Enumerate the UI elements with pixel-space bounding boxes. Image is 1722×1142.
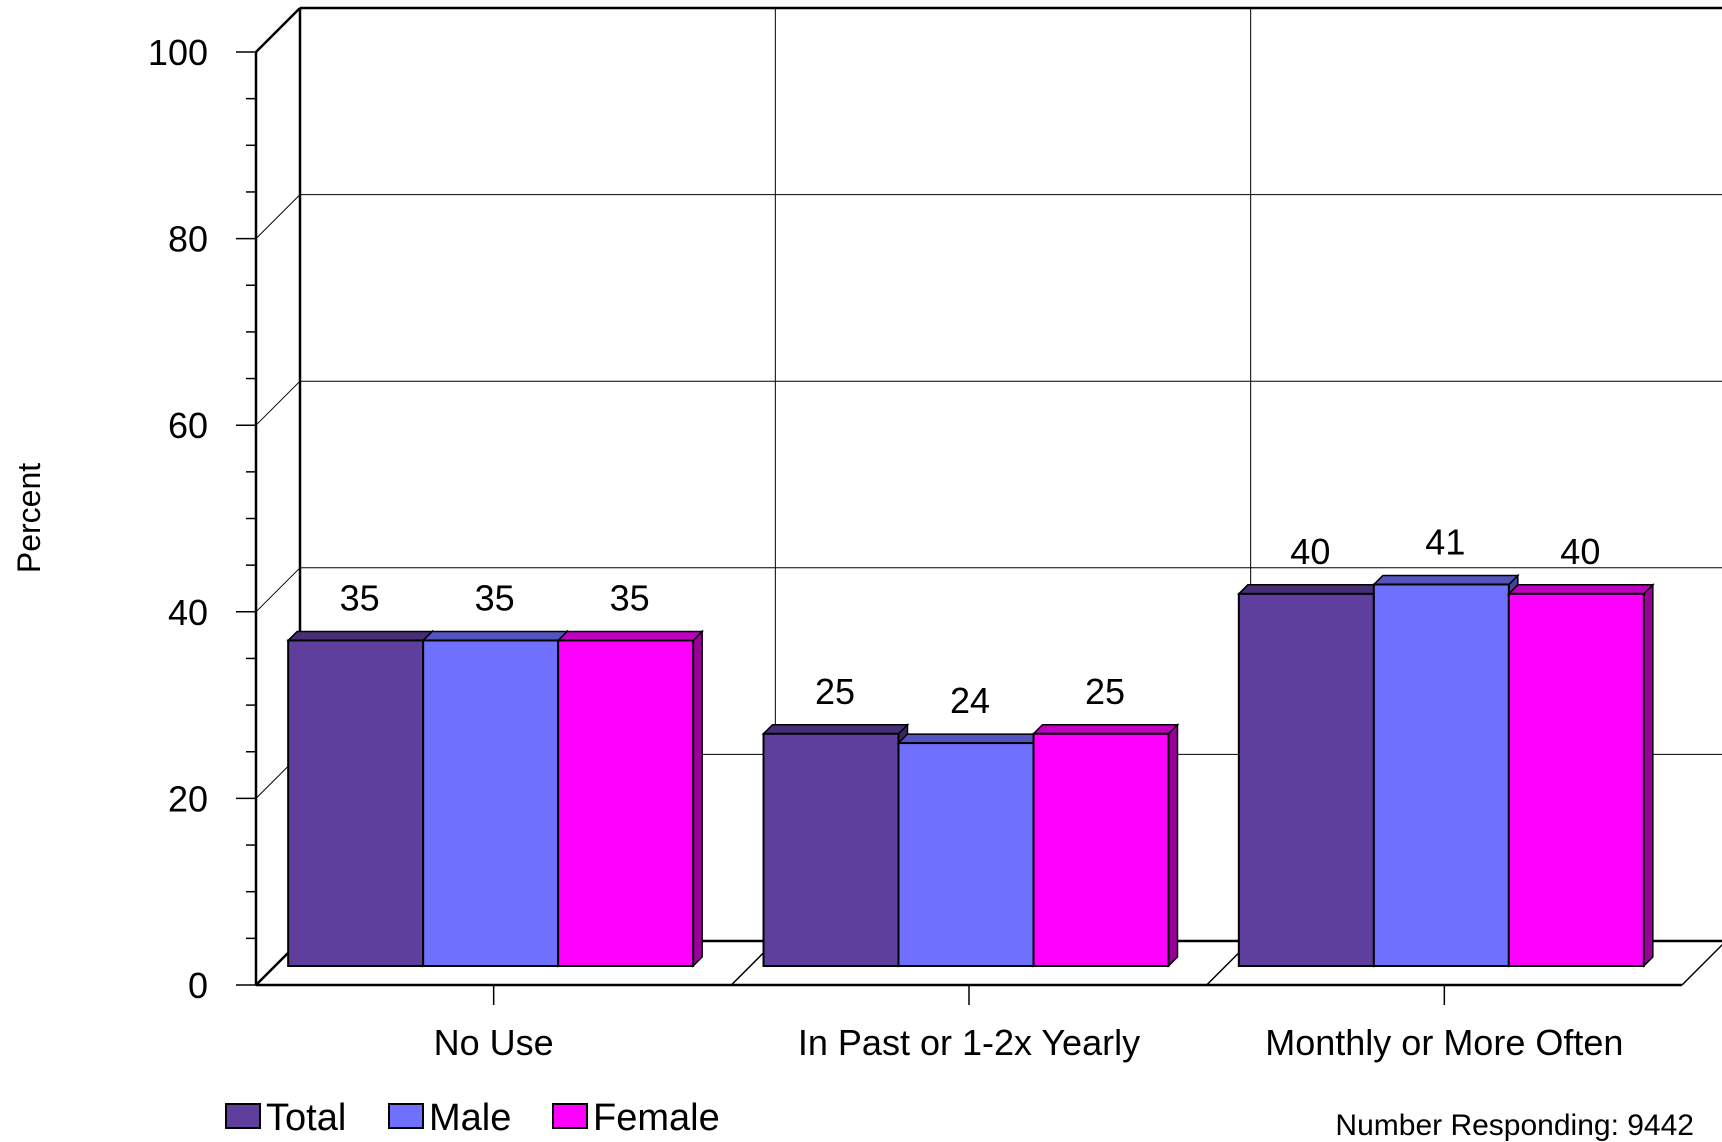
x-category-label: In Past or 1-2x Yearly [798, 1022, 1140, 1063]
bars [286, 573, 1655, 968]
legend: Total Male Female [225, 1097, 720, 1139]
gridline-diagonal [255, 567, 301, 613]
bar [287, 639, 425, 967]
bar-top [761, 724, 910, 735]
bar [1507, 592, 1645, 967]
data-label: 35 [610, 577, 650, 618]
bar-side [692, 629, 703, 968]
data-label: 25 [815, 671, 855, 712]
y-tick-label: 80 [168, 219, 208, 260]
bar-side [1167, 722, 1179, 968]
data-label: 40 [1290, 531, 1330, 572]
data-label: 35 [475, 577, 515, 618]
bar-top [1372, 574, 1520, 586]
labels: 0 20 40 60 80 100 No Use In Past or 1-2x Yearly… [148, 32, 1623, 1063]
bar [762, 732, 900, 967]
data-label: 24 [950, 680, 990, 721]
bar [422, 639, 560, 967]
bar [1372, 583, 1510, 967]
gridline-diagonal [255, 380, 301, 426]
y-axis-title: Percent [11, 463, 47, 573]
bar-top [1237, 584, 1385, 595]
bar [1032, 732, 1170, 967]
floor-divider [1681, 943, 1722, 986]
y-tick-label: 40 [168, 592, 208, 633]
bar-top [1031, 724, 1180, 735]
bar-side [1643, 582, 1654, 968]
x-category-label: Monthly or More Often [1265, 1022, 1623, 1063]
gridline-diagonal [255, 194, 301, 239]
legend-swatch-male [388, 1103, 424, 1129]
bar-top [556, 630, 704, 642]
data-label: 41 [1425, 521, 1465, 562]
legend-swatch-female [552, 1103, 588, 1129]
bar [1237, 592, 1375, 967]
bar [897, 742, 1035, 968]
y-tick-label: 60 [168, 405, 208, 446]
legend-swatch-total [225, 1103, 261, 1129]
number-responding-note: Number Responding: 9442 [1335, 1109, 1694, 1142]
legend-label-female: Female [593, 1097, 720, 1139]
x-category-label: No Use [434, 1022, 554, 1063]
y-tick-label: 20 [168, 778, 208, 819]
y-tick-label: 0 [188, 965, 208, 1006]
bar [557, 639, 695, 967]
bar-top [421, 630, 569, 642]
axes [236, 51, 1682, 1005]
data-label: 35 [340, 577, 380, 618]
bar-top [1507, 584, 1655, 595]
data-label: 25 [1085, 671, 1125, 712]
legend-label-total: Total [266, 1097, 346, 1139]
bar-top [896, 733, 1045, 744]
y-tick-label: 100 [148, 32, 208, 73]
left-wall-top-edge [255, 7, 301, 53]
bar-top [286, 630, 434, 642]
data-label: 40 [1560, 531, 1600, 572]
legend-label-male: Male [429, 1097, 511, 1139]
